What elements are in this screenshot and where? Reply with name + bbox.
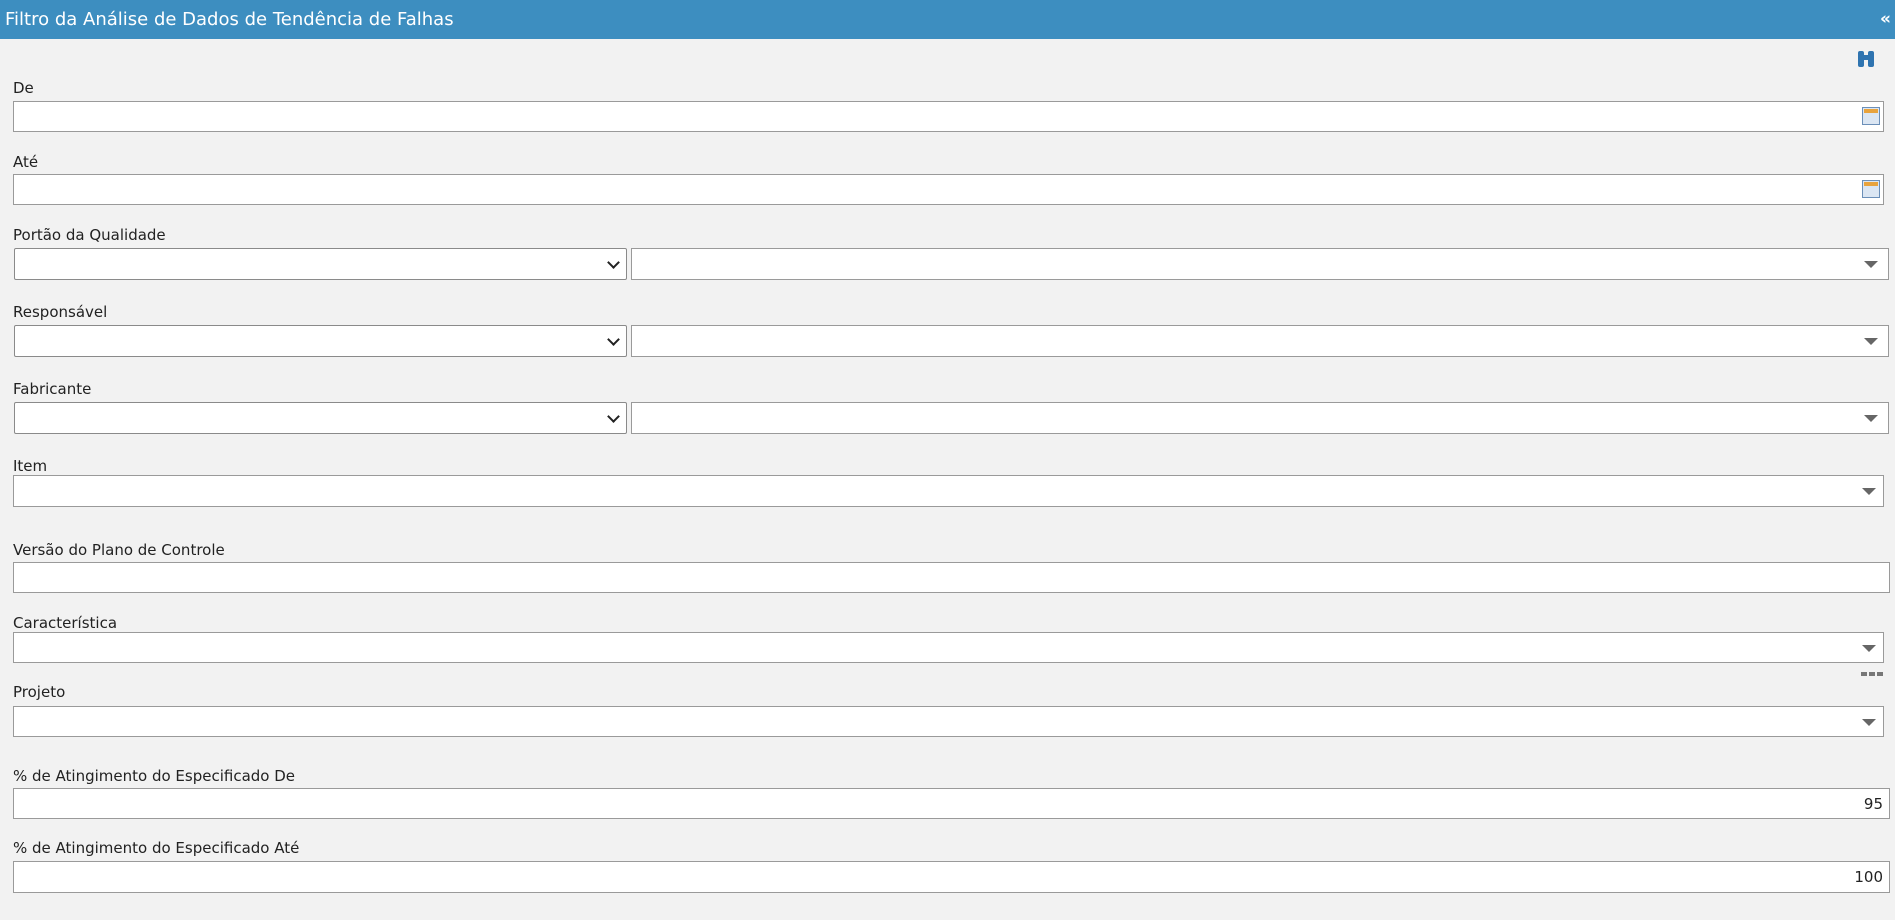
dropdown-arrow	[1862, 645, 1876, 652]
field-label: Característica	[13, 614, 118, 632]
field-label: Portão da Qualidade	[13, 226, 166, 244]
select[interactable]	[14, 248, 627, 280]
input-value: 95	[1863, 795, 1883, 813]
date-input[interactable]	[13, 101, 1884, 132]
select[interactable]	[14, 402, 627, 434]
field-label: Item	[13, 457, 48, 475]
dropdown-arrow	[1862, 719, 1876, 726]
field-label: Projeto	[13, 683, 66, 701]
combo-box[interactable]	[631, 402, 1889, 434]
header: Filtro da Análise de Dados de Tendência …	[0, 0, 1895, 39]
dropdown-arrow	[1864, 261, 1878, 268]
field-label: % de Atingimento do Especificado Até	[13, 839, 300, 857]
combo-box[interactable]	[13, 632, 1884, 663]
field-label: De	[13, 79, 34, 97]
date-input[interactable]	[13, 174, 1884, 205]
search-icon[interactable]	[1856, 49, 1876, 69]
calendar-icon[interactable]	[1862, 107, 1880, 125]
field-label: Versão do Plano de Controle	[13, 541, 225, 559]
combo-box[interactable]	[631, 248, 1889, 280]
more-icon[interactable]	[1861, 672, 1883, 676]
combo-box[interactable]	[631, 325, 1889, 357]
text-input[interactable]	[13, 562, 1890, 593]
field-label: Fabricante	[13, 380, 92, 398]
combo-box[interactable]	[13, 475, 1884, 507]
dropdown-arrow	[1864, 415, 1878, 422]
field-label: Até	[13, 153, 39, 171]
field-label: Responsável	[13, 303, 108, 321]
calendar-icon[interactable]	[1862, 180, 1880, 198]
select[interactable]	[14, 325, 627, 357]
header-title: Filtro da Análise de Dados de Tendência …	[5, 9, 454, 30]
chevron-icon	[607, 333, 620, 346]
text-input[interactable]: 95	[13, 788, 1890, 819]
collapse-button[interactable]: «	[1880, 9, 1891, 29]
combo-box[interactable]	[13, 706, 1884, 737]
text-input[interactable]: 100	[13, 861, 1890, 893]
field-label: % de Atingimento do Especificado De	[13, 767, 296, 785]
chevron-icon	[607, 410, 620, 423]
input-value: 100	[1854, 868, 1883, 886]
chevron-icon	[607, 256, 620, 269]
dropdown-arrow	[1862, 488, 1876, 495]
dropdown-arrow	[1864, 338, 1878, 345]
